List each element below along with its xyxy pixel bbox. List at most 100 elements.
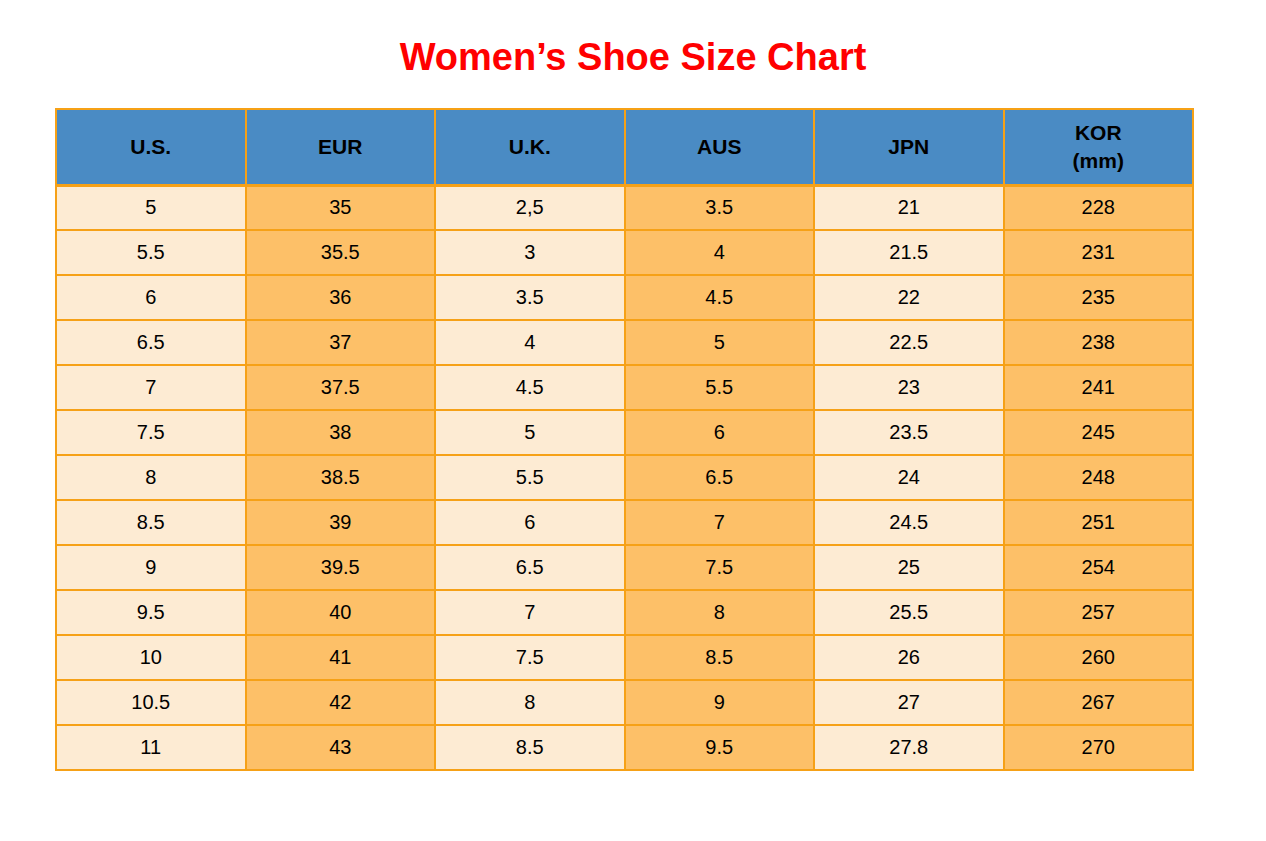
table-cell: 35.5 xyxy=(246,230,436,275)
page-title: Women’s Shoe Size Chart xyxy=(0,36,1266,79)
table-cell: 37.5 xyxy=(246,365,436,410)
table-cell: 257 xyxy=(1004,590,1194,635)
table-cell: 5.5 xyxy=(435,455,625,500)
table-cell: 43 xyxy=(246,725,436,770)
table-cell: 6.5 xyxy=(625,455,815,500)
table-cell: 6 xyxy=(56,275,246,320)
table-cell: 3.5 xyxy=(625,185,815,230)
table-row: 7.5385623.5245 xyxy=(56,410,1193,455)
table-cell: 6 xyxy=(625,410,815,455)
table-cell: 254 xyxy=(1004,545,1194,590)
table-cell: 42 xyxy=(246,680,436,725)
table-cell: 41 xyxy=(246,635,436,680)
table-cell: 39.5 xyxy=(246,545,436,590)
table-cell: 23 xyxy=(814,365,1004,410)
table-cell: 22 xyxy=(814,275,1004,320)
table-cell: 260 xyxy=(1004,635,1194,680)
table-cell: 10.5 xyxy=(56,680,246,725)
column-header-us: U.S. xyxy=(56,109,246,185)
table-row: 737.54.55.523241 xyxy=(56,365,1193,410)
table-cell: 248 xyxy=(1004,455,1194,500)
table-cell: 22.5 xyxy=(814,320,1004,365)
table-cell: 7.5 xyxy=(625,545,815,590)
table-cell: 35 xyxy=(246,185,436,230)
table-cell: 27.8 xyxy=(814,725,1004,770)
table-row: 10.5428927267 xyxy=(56,680,1193,725)
table-cell: 9 xyxy=(56,545,246,590)
table-cell: 37 xyxy=(246,320,436,365)
table-cell: 27 xyxy=(814,680,1004,725)
table-row: 6.5374522.5238 xyxy=(56,320,1193,365)
table-cell: 24 xyxy=(814,455,1004,500)
table-cell: 6 xyxy=(435,500,625,545)
table-cell: 23.5 xyxy=(814,410,1004,455)
table-cell: 8 xyxy=(56,455,246,500)
table-cell: 4 xyxy=(435,320,625,365)
table-cell: 241 xyxy=(1004,365,1194,410)
table-cell: 36 xyxy=(246,275,436,320)
table-cell: 5 xyxy=(625,320,815,365)
table-row: 10417.58.526260 xyxy=(56,635,1193,680)
table-cell: 8 xyxy=(625,590,815,635)
table-row: 6363.54.522235 xyxy=(56,275,1193,320)
table-cell: 228 xyxy=(1004,185,1194,230)
table-cell: 8.5 xyxy=(56,500,246,545)
table-cell: 40 xyxy=(246,590,436,635)
table-cell: 3 xyxy=(435,230,625,275)
table-header: U.S. EUR U.K. AUS JPN KOR (mm) xyxy=(56,109,1193,185)
column-header-uk: U.K. xyxy=(435,109,625,185)
table-cell: 10 xyxy=(56,635,246,680)
table-cell: 2,5 xyxy=(435,185,625,230)
header-row: U.S. EUR U.K. AUS JPN KOR (mm) xyxy=(56,109,1193,185)
column-header-kor: KOR (mm) xyxy=(1004,109,1194,185)
column-header-eur: EUR xyxy=(246,109,436,185)
table-cell: 5 xyxy=(56,185,246,230)
table-cell: 7.5 xyxy=(435,635,625,680)
table-cell: 3.5 xyxy=(435,275,625,320)
table-cell: 4.5 xyxy=(625,275,815,320)
table-cell: 4.5 xyxy=(435,365,625,410)
table-cell: 238 xyxy=(1004,320,1194,365)
table-row: 838.55.56.524248 xyxy=(56,455,1193,500)
table-row: 5352,53.521228 xyxy=(56,185,1193,230)
table-cell: 24.5 xyxy=(814,500,1004,545)
table-cell: 21.5 xyxy=(814,230,1004,275)
table-cell: 7 xyxy=(435,590,625,635)
table-body: 5352,53.5212285.535.53421.52316363.54.52… xyxy=(56,185,1193,770)
table-cell: 39 xyxy=(246,500,436,545)
table-cell: 5.5 xyxy=(56,230,246,275)
table-cell: 7.5 xyxy=(56,410,246,455)
table-cell: 38 xyxy=(246,410,436,455)
table-cell: 251 xyxy=(1004,500,1194,545)
table-cell: 26 xyxy=(814,635,1004,680)
table-cell: 4 xyxy=(625,230,815,275)
table-cell: 11 xyxy=(56,725,246,770)
table-cell: 9.5 xyxy=(625,725,815,770)
table-row: 5.535.53421.5231 xyxy=(56,230,1193,275)
table-cell: 5.5 xyxy=(625,365,815,410)
table-cell: 38.5 xyxy=(246,455,436,500)
table-cell: 8.5 xyxy=(625,635,815,680)
table-cell: 9.5 xyxy=(56,590,246,635)
table-row: 11438.59.527.8270 xyxy=(56,725,1193,770)
table-cell: 6.5 xyxy=(56,320,246,365)
table-cell: 9 xyxy=(625,680,815,725)
table-cell: 6.5 xyxy=(435,545,625,590)
shoe-size-table: U.S. EUR U.K. AUS JPN KOR (mm) 5352,53.5… xyxy=(55,108,1194,771)
column-header-aus: AUS xyxy=(625,109,815,185)
table-cell: 21 xyxy=(814,185,1004,230)
page: Women’s Shoe Size Chart U.S. EUR U.K. AU… xyxy=(0,0,1266,841)
table-row: 8.5396724.5251 xyxy=(56,500,1193,545)
table-cell: 7 xyxy=(625,500,815,545)
table-cell: 8.5 xyxy=(435,725,625,770)
table-cell: 270 xyxy=(1004,725,1194,770)
table-cell: 235 xyxy=(1004,275,1194,320)
table-cell: 231 xyxy=(1004,230,1194,275)
table-cell: 7 xyxy=(56,365,246,410)
table-row: 939.56.57.525254 xyxy=(56,545,1193,590)
table-cell: 25 xyxy=(814,545,1004,590)
column-header-jpn: JPN xyxy=(814,109,1004,185)
table-cell: 267 xyxy=(1004,680,1194,725)
table-cell: 5 xyxy=(435,410,625,455)
table-row: 9.5407825.5257 xyxy=(56,590,1193,635)
